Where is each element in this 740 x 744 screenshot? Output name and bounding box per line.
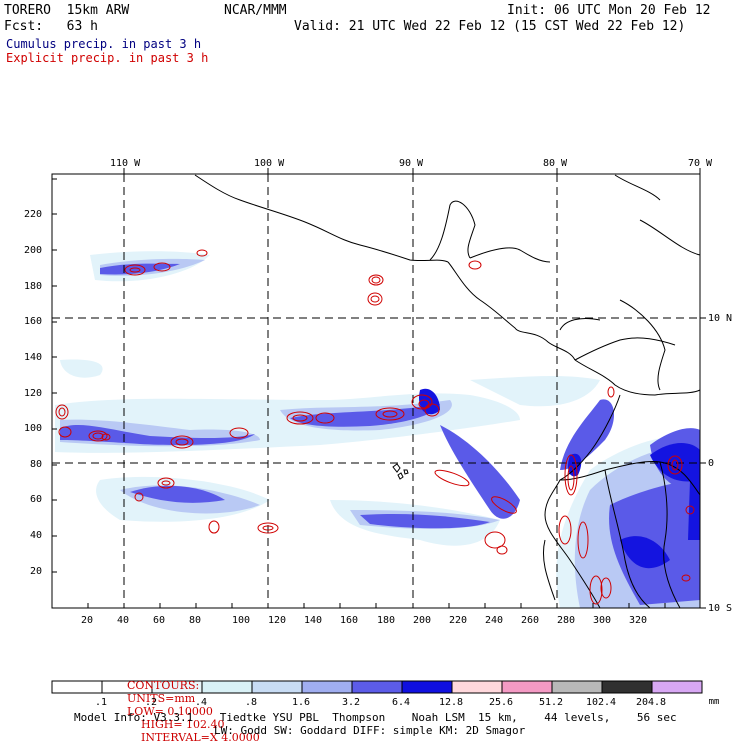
y-tick: 20 (30, 566, 43, 577)
lat-label: 10 S (708, 603, 733, 614)
explicit-legend: Explicit precip. in past 3 h (6, 51, 209, 65)
colorbar-label: 51.2 (538, 697, 564, 708)
lat-label: 0 (708, 458, 715, 469)
colorbar-swatch (451, 680, 503, 694)
model-info: Model Info: V3.3.1 Tiedtke YSU PBL Thomp… (74, 711, 677, 724)
colorbar-swatch (301, 680, 353, 694)
y-tick: 200 (24, 245, 43, 256)
init-time: Init: 06 UTC Mon 20 Feb 12 (507, 3, 711, 18)
physics-info: LW: Godd SW: Goddard DIFF: simple KM: 2D… (214, 724, 526, 737)
lon-label: 110 W (110, 158, 141, 169)
y-tick: 120 (24, 388, 43, 399)
x-tick: 180 (377, 615, 396, 626)
lon-label: 100 W (254, 158, 285, 169)
y-tick: 60 (30, 494, 43, 505)
colorbar-label: .1 (94, 697, 108, 708)
x-tick: 80 (189, 615, 202, 626)
x-tick: 140 (304, 615, 323, 626)
lon-label: 80 W (543, 158, 568, 169)
forecast-hour: Fcst: 63 h (4, 19, 98, 34)
cumulus-legend: Cumulus precip. in past 3 h (6, 37, 202, 51)
colorbar-swatch (401, 680, 453, 694)
colorbar-label: 1.6 (291, 697, 311, 708)
colorbar-label: 3.2 (341, 697, 361, 708)
x-tick: 200 (413, 615, 432, 626)
cumulus-precip-field (55, 251, 700, 608)
colorbar-unit: mm (708, 697, 720, 707)
colorbar-label: .4 (194, 697, 208, 708)
galapagos-islands (392, 463, 409, 480)
colorbar-swatch (601, 680, 653, 694)
contours-high: HIGH= 102.40 (141, 718, 225, 731)
colorbar-label: .8 (244, 697, 258, 708)
lat-label: 10 N (708, 313, 733, 324)
x-tick: 220 (449, 615, 468, 626)
colorbar-label: 102.4 (585, 697, 617, 708)
x-tick: 320 (629, 615, 648, 626)
y-tick: 100 (24, 423, 43, 434)
colorbar (51, 680, 703, 694)
colorbar-label: .2 (144, 697, 158, 708)
x-tick: 160 (340, 615, 359, 626)
lon-label: 70 W (688, 158, 713, 169)
colorbar-label: 25.6 (488, 697, 514, 708)
frame-ticks (52, 168, 706, 609)
contours-units: UNITS=mm (127, 692, 196, 705)
colorbar-swatch (351, 680, 403, 694)
y-tick: 160 (24, 316, 43, 327)
colorbar-label: 12.8 (438, 697, 464, 708)
y-tick: 180 (24, 281, 43, 292)
y-tick: 140 (24, 352, 43, 363)
colorbar-swatch (551, 680, 603, 694)
y-tick: 80 (30, 459, 43, 470)
coastlines (194, 174, 701, 609)
lat-lon-grid (52, 174, 700, 608)
x-tick: 100 (232, 615, 251, 626)
colorbar-swatch (51, 680, 103, 694)
contours-label: CONTOURS: (127, 679, 200, 692)
x-tick: 120 (268, 615, 287, 626)
valid-time: Valid: 21 UTC Wed 22 Feb 12 (15 CST Wed … (294, 19, 686, 34)
y-tick: 40 (30, 530, 43, 541)
x-tick: 20 (81, 615, 94, 626)
x-tick: 260 (521, 615, 540, 626)
x-tick: 60 (153, 615, 166, 626)
model-title: TORERO 15km ARW (4, 3, 130, 18)
colorbar-label: 6.4 (391, 697, 411, 708)
x-tick: 240 (485, 615, 504, 626)
explicit-precip-contours (55, 249, 695, 605)
org-label: NCAR/MMM (224, 3, 287, 18)
lon-label: 90 W (399, 158, 424, 169)
y-tick: 220 (24, 209, 43, 220)
colorbar-label: 204.8 (635, 697, 667, 708)
x-tick: 300 (593, 615, 612, 626)
x-tick: 40 (117, 615, 130, 626)
colorbar-swatch (501, 680, 553, 694)
contours-low: LOW= 0.10000 (127, 705, 213, 718)
x-tick: 280 (557, 615, 576, 626)
colorbar-swatch (651, 680, 703, 694)
